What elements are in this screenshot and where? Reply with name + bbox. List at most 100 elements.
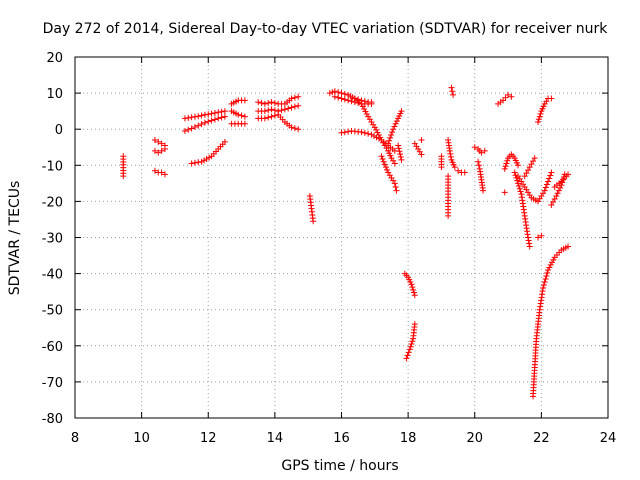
data-point [408,340,415,347]
data-point [389,129,396,136]
data-point [536,113,543,120]
data-point [438,164,445,171]
data-point [395,145,402,152]
data-point [393,187,400,194]
data-point [291,94,298,101]
data-point [151,147,158,154]
data-point [361,129,368,136]
data-point [331,88,338,95]
data-point [535,116,542,123]
data-point [271,112,278,119]
data-point [384,166,391,173]
data-point [501,189,508,196]
data-point [398,156,405,163]
x-tick-labels: 8 10 12 14 16 18 20 22 24 [71,431,616,446]
data-point [158,140,165,147]
data-point [241,113,248,120]
data-point [418,137,425,144]
data-point [396,148,403,155]
data-point [235,111,242,118]
data-point [544,269,551,276]
data-point [515,183,522,190]
data-point [198,112,205,119]
data-point [198,121,205,128]
data-point [195,113,202,120]
data-point [208,117,215,124]
x-tick-label: 8 [71,431,79,446]
data-point [480,187,487,194]
y-tick-label: -80 [42,412,63,427]
data-point [391,123,398,130]
data-point [537,110,544,117]
data-point [548,95,555,102]
data-point [404,352,411,359]
data-point [446,147,453,154]
data-point [211,109,218,116]
data-point [261,115,268,122]
data-point [380,158,387,165]
data-point [445,212,452,219]
data-point [559,179,566,186]
grid-lines [75,57,608,418]
data-point [546,175,553,182]
data-point [391,180,398,187]
data-point [395,142,402,149]
data-point [378,153,385,160]
data-point [310,218,317,225]
data-point [221,113,228,120]
data-point [392,183,399,190]
data-point [382,164,389,171]
data-point [410,289,417,296]
x-tick-label: 18 [400,431,417,446]
y-tick-label: 10 [46,87,63,102]
data-point [478,149,485,156]
y-tick-labels: -80 -70 -60 -50 -40 -30 -20 -10 0 10 20 [42,51,63,427]
data-point [397,151,404,158]
data-point [191,159,198,166]
y-tick-label: -40 [42,268,63,283]
data-point [553,192,560,199]
data-point [348,98,355,105]
data-point [358,129,365,136]
data-point [448,84,455,91]
data-point [373,126,380,133]
data-point [525,234,532,241]
data-point [550,256,557,263]
y-tick-label: -70 [42,376,63,391]
data-point [155,149,162,156]
data-point [295,126,302,133]
data-point [362,108,369,115]
data-point [331,93,338,100]
y-tick-label: -60 [42,340,63,355]
data-point [281,106,288,113]
data-point [547,261,554,268]
data-point [523,170,530,177]
data-point [381,161,388,168]
data-point [525,237,532,244]
data-point [504,157,511,164]
data-point [408,281,415,288]
data-point [341,91,348,98]
data-point [268,106,275,113]
data-point [341,96,348,103]
data-point [241,97,248,104]
data-point [385,140,392,147]
data-point [503,160,510,167]
data-point [502,163,509,170]
data-point [526,240,533,247]
data-point [268,113,275,120]
data-point [545,266,552,273]
data-point [363,111,370,118]
data-point [288,95,295,102]
data-point [391,160,398,167]
data-point [447,150,454,157]
data-point [541,279,548,286]
y-tick-label: 0 [55,123,63,138]
data-point [407,343,414,350]
data-point [265,107,272,114]
data-point [208,110,215,117]
data-point [538,232,545,239]
data-point [550,199,557,206]
data-point [151,167,158,174]
data-point [403,355,410,362]
